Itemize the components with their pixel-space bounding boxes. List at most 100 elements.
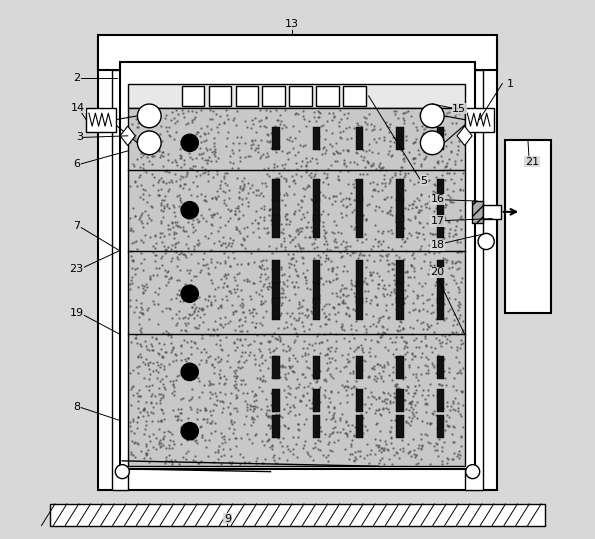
Point [386,136,395,145]
Point [221,375,231,383]
Point [394,414,404,423]
Point [239,179,248,188]
Point [309,239,318,248]
Point [403,273,412,282]
Point [351,148,361,156]
Point [322,117,331,126]
Point [234,139,244,147]
Point [153,178,162,186]
Point [325,278,335,287]
Point [398,109,408,118]
Point [377,330,386,338]
Point [372,374,381,383]
Point [141,420,151,429]
Point [430,446,440,454]
Point [444,413,454,421]
Point [239,185,248,194]
Point [134,386,143,395]
Point [155,398,164,407]
Point [154,191,164,199]
Point [250,431,260,439]
Point [394,253,404,261]
Point [173,217,182,226]
Point [209,147,218,156]
Point [391,344,400,353]
Point [400,186,410,195]
Point [433,118,443,126]
Point [140,453,149,462]
Point [331,274,341,283]
Point [164,168,174,176]
Point [414,207,423,216]
Point [228,429,237,438]
Point [323,451,333,459]
Point [390,353,400,362]
Point [155,153,164,162]
Bar [181,86,204,106]
Point [358,146,368,154]
Point [220,171,229,180]
Point [126,401,135,410]
Point [432,391,441,400]
Point [441,162,450,171]
Point [320,430,329,439]
Point [384,260,394,268]
Point [412,203,421,212]
Point [168,405,178,414]
Point [141,355,151,363]
Point [358,356,368,364]
Point [436,400,446,409]
Point [312,209,321,218]
Point [404,361,414,369]
Point [174,250,183,259]
Point [381,306,391,315]
Point [224,205,233,213]
Point [321,174,331,182]
Point [318,222,328,231]
Point [443,454,452,463]
Point [142,135,151,144]
Point [342,245,351,253]
Point [447,119,457,127]
Point [138,150,148,159]
Point [368,320,377,328]
Point [400,119,409,128]
Point [377,206,387,215]
Point [222,243,231,252]
Point [328,149,338,157]
Point [247,137,256,146]
Point [183,244,193,253]
Point [453,257,462,265]
Point [202,156,212,165]
Point [366,335,375,344]
Point [330,404,339,412]
Point [271,174,281,183]
Point [267,215,276,224]
Point [282,134,292,143]
Point [137,280,147,289]
Point [241,194,250,202]
Circle shape [466,465,480,479]
Point [349,225,359,233]
Point [344,337,353,345]
Point [256,297,265,306]
Point [125,296,134,305]
Point [393,431,402,440]
Bar [312,356,320,378]
Point [170,387,179,396]
Point [168,253,177,262]
Point [371,395,381,404]
Point [283,368,293,377]
Point [156,217,166,225]
Point [208,331,218,340]
Point [320,302,329,310]
Point [204,381,214,390]
Point [215,357,225,365]
Point [303,349,313,358]
Point [434,424,443,433]
Point [133,413,142,421]
Point [255,212,265,221]
Point [458,400,467,409]
Point [339,160,349,168]
Point [364,393,373,402]
